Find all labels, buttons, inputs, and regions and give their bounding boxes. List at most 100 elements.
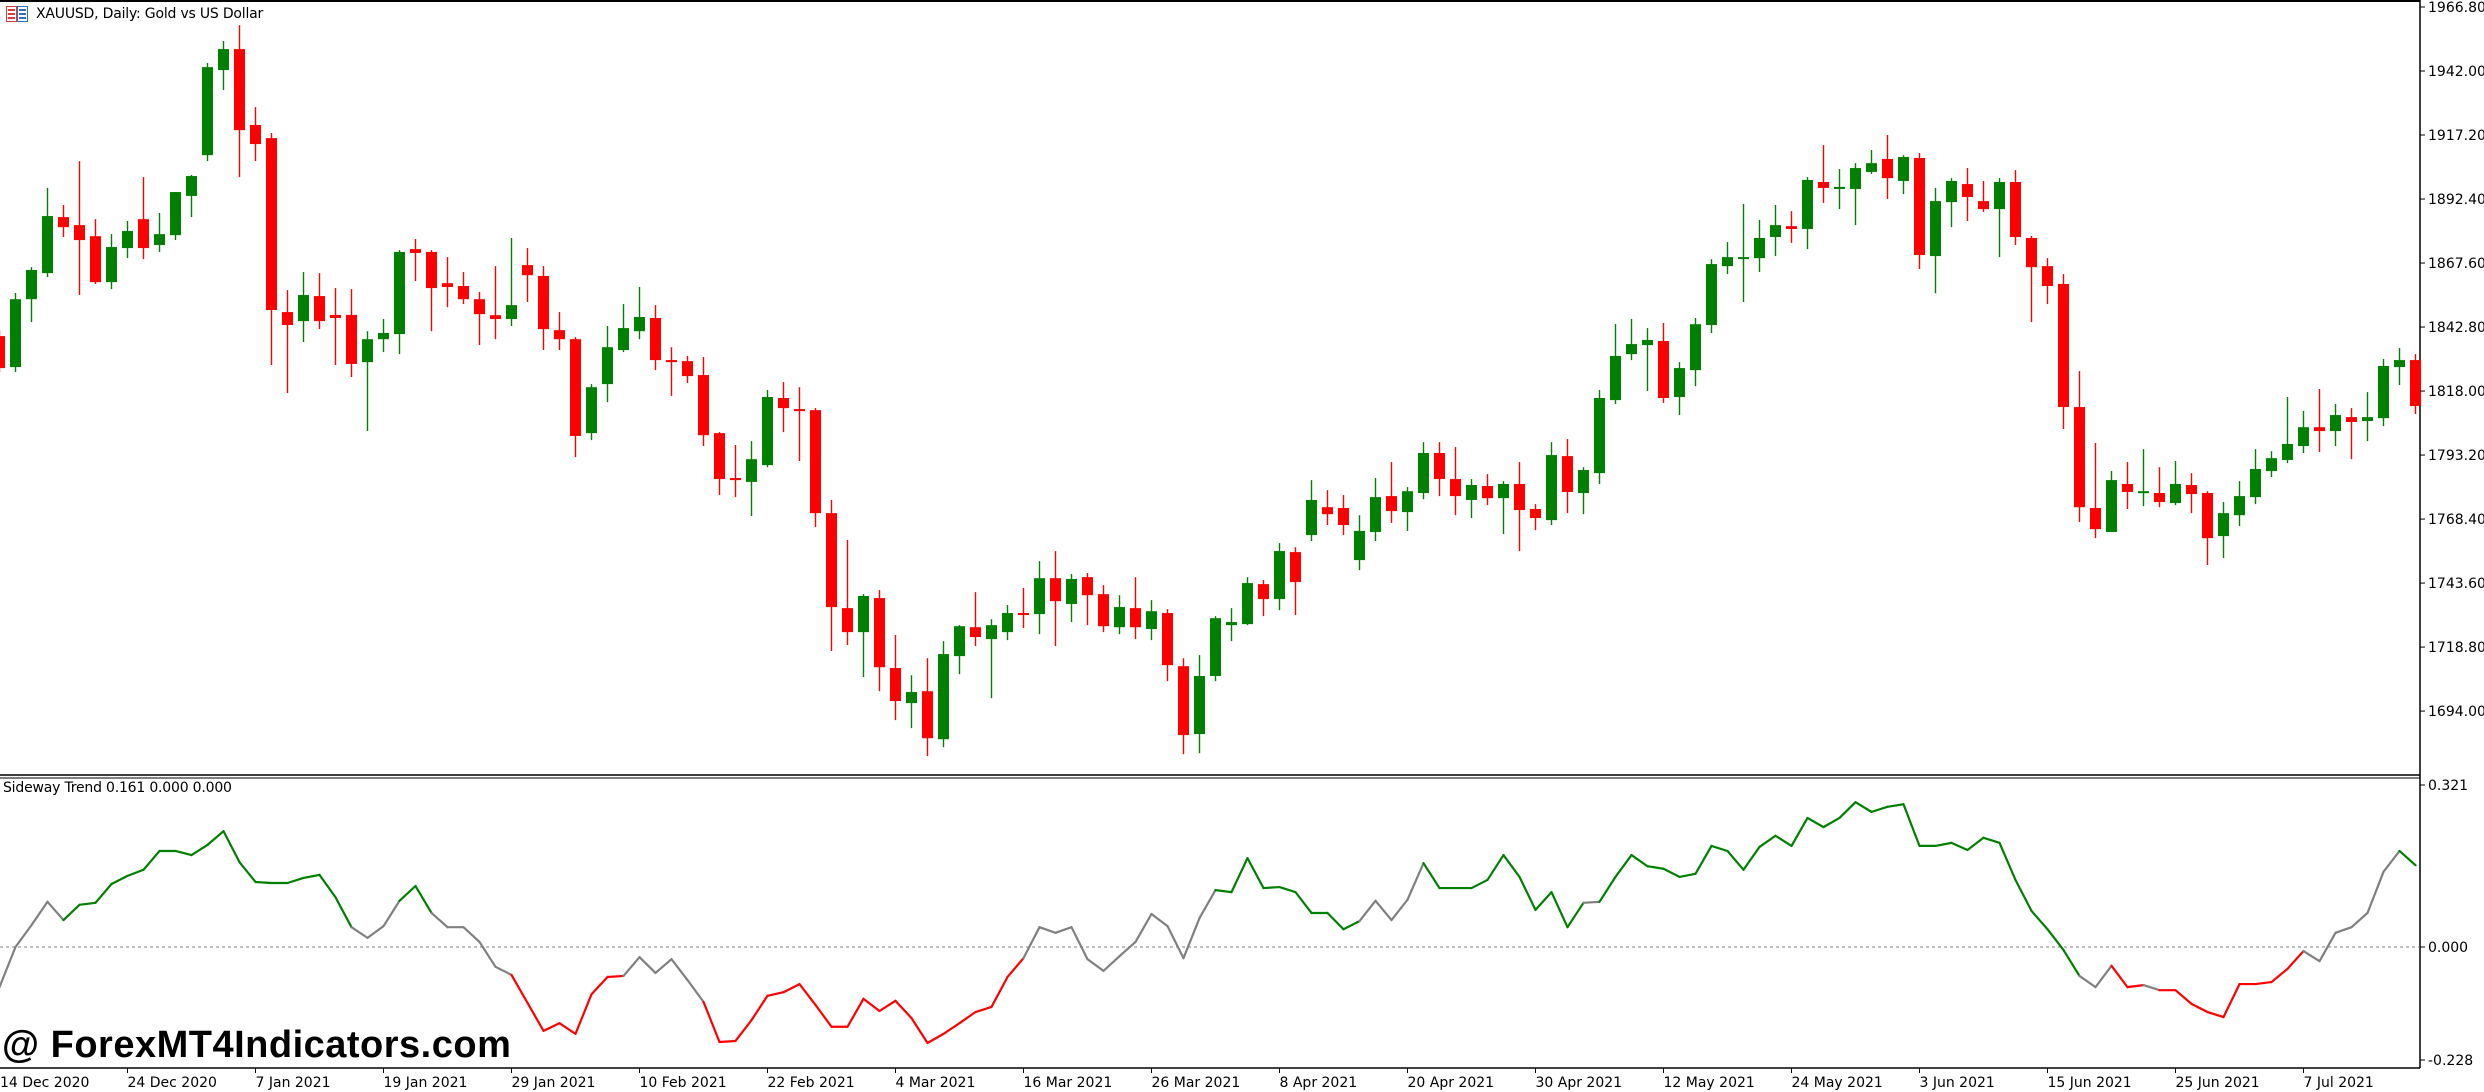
trend-line-segment: [2254, 980, 2273, 986]
candle-body: [1466, 485, 1477, 500]
candle: [682, 355, 693, 384]
candle-body: [1722, 257, 1733, 267]
candle-body: [2010, 181, 2021, 237]
candle: [522, 248, 533, 303]
trend-line-segment: [1230, 856, 1249, 894]
candle: [1178, 658, 1189, 755]
candle-body: [154, 234, 165, 245]
candle-body: [874, 598, 885, 668]
candle-body: [858, 595, 869, 633]
chart-window-icon[interactable]: [6, 6, 28, 22]
trend-line-segment: [1774, 834, 1793, 848]
candle-body: [746, 459, 757, 482]
candle: [1930, 187, 1941, 294]
candle-body: [1786, 226, 1797, 229]
trend-line-segment: [750, 994, 769, 1022]
trend-line-segment: [398, 884, 417, 902]
time-label: 3 Jun 2021: [1920, 1075, 1995, 1091]
candle: [2298, 410, 2309, 453]
candle: [1114, 595, 1125, 635]
candle-body: [218, 49, 229, 70]
time-label: 8 Apr 2021: [1280, 1075, 1358, 1091]
candle-body: [650, 318, 661, 361]
candle-body: [1946, 180, 1957, 203]
trend-line-segment: [1742, 845, 1761, 871]
candle: [826, 499, 837, 651]
price-label: 1842.80: [2428, 320, 2484, 336]
candle: [1226, 608, 1237, 642]
candle: [2362, 392, 2373, 442]
candle-body: [266, 138, 277, 311]
candle-body: [2218, 513, 2229, 537]
trend-line-segment: [30, 900, 49, 927]
candle: [1434, 442, 1445, 497]
trend-line-segment: [2318, 931, 2337, 963]
candle-body: [1738, 257, 1749, 260]
candle: [586, 384, 597, 441]
candle: [1082, 573, 1093, 626]
watermark: @ ForexMT4Indicators.com: [2, 1024, 512, 1066]
candle: [602, 326, 613, 403]
candle-body: [2410, 360, 2421, 407]
indicator-title: Sideway Trend 0.161 0.000 0.000: [3, 780, 232, 796]
candle-body: [938, 654, 949, 740]
candle: [1770, 204, 1781, 257]
candle: [458, 272, 469, 305]
candle: [810, 408, 821, 528]
candle-body: [1194, 675, 1205, 735]
candle: [2026, 235, 2037, 323]
candle: [778, 382, 789, 433]
candle: [1098, 585, 1109, 633]
candle-body: [330, 314, 341, 319]
candle-body: [26, 270, 37, 300]
candle-body: [1882, 159, 1893, 179]
candle-body: [1610, 355, 1621, 401]
trend-line-segment: [2142, 983, 2161, 992]
candle: [1370, 478, 1381, 542]
candle-body: [458, 286, 469, 300]
candle: [1642, 328, 1653, 392]
candle: [490, 266, 501, 340]
candle: [1818, 145, 1829, 203]
candle: [2378, 359, 2389, 427]
trend-line-segment: [1358, 899, 1377, 923]
candle-body: [810, 410, 821, 514]
candle: [2106, 471, 2117, 532]
trend-line-segment: [366, 925, 385, 939]
candle-body: [42, 216, 53, 274]
candle-body: [490, 315, 501, 320]
trend-line-segment: [1630, 853, 1649, 868]
candle-body: [1066, 578, 1077, 604]
trend-line-segment: [702, 1000, 721, 1044]
candle: [2058, 274, 2069, 429]
candle-body: [170, 192, 181, 236]
candle-body: [970, 627, 981, 638]
candle-body: [1402, 491, 1413, 513]
trend-line-segment: [1086, 958, 1105, 972]
candle-body: [1898, 156, 1909, 181]
candle-body: [1770, 225, 1781, 237]
trend-line-segment: [958, 1010, 977, 1025]
trend-line-segment: [1678, 872, 1697, 878]
chart-title-bar: XAUUSD, Daily: Gold vs US Dollar: [6, 6, 263, 22]
candle-body: [250, 124, 261, 145]
time-label: 7 Jan 2021: [256, 1075, 331, 1091]
trend-line-segment: [142, 849, 161, 871]
candle: [1690, 318, 1701, 387]
candle-body: [634, 316, 645, 332]
candle-body: [2090, 507, 2101, 530]
trend-line-segment: [1982, 836, 2001, 844]
candle: [1738, 203, 1749, 303]
candle-body: [2170, 483, 2181, 504]
trend-line-segment: [14, 924, 33, 949]
candle-body: [1498, 483, 1509, 499]
trend-line-segment: [318, 873, 337, 899]
candle: [1258, 579, 1269, 617]
candle: [794, 387, 805, 461]
candle: [1946, 178, 1957, 228]
candle-body: [1242, 583, 1253, 625]
candle: [1610, 323, 1621, 404]
price-label: 1718.80: [2428, 640, 2484, 656]
candle-body: [1098, 594, 1109, 627]
